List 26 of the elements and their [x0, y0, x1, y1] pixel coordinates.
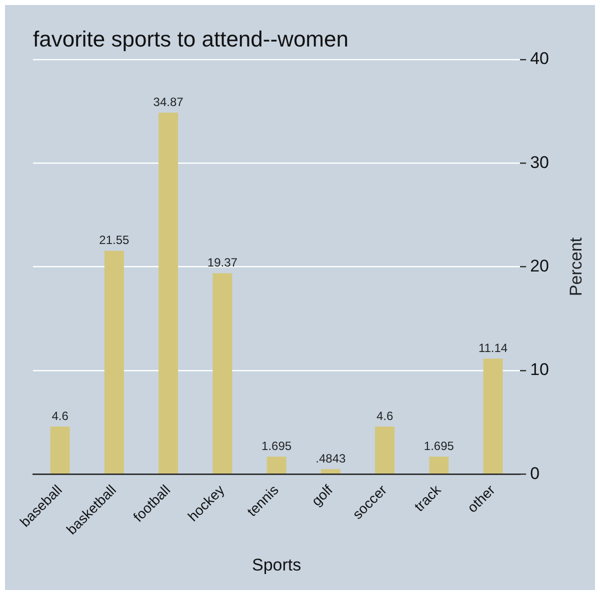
y-axis-title: Percent [566, 237, 586, 296]
data-label: 11.14 [478, 340, 508, 355]
y-tick-label: 20 [530, 256, 550, 276]
data-label: 19.37 [207, 256, 238, 270]
bar [320, 469, 340, 474]
y-tick-label: 10 [530, 360, 550, 380]
bar [375, 426, 395, 474]
data-label: 34.87 [153, 94, 184, 109]
data-label: 1.695 [424, 438, 454, 453]
bar [266, 456, 286, 474]
bar [158, 112, 178, 474]
data-label: 1.695 [262, 438, 292, 453]
chart-title: favorite sports to attend--women [33, 26, 348, 52]
data-label: .4843 [316, 451, 346, 466]
bar [429, 456, 449, 474]
y-tick-label: 0 [530, 464, 540, 483]
bar [50, 426, 70, 474]
data-label: 4.6 [52, 408, 69, 423]
bar [483, 358, 503, 474]
x-axis-title: Sports [252, 555, 302, 574]
data-label: 21.55 [99, 233, 130, 248]
data-label: 4.6 [376, 408, 394, 423]
bar [212, 273, 232, 474]
y-tick-label: 40 [530, 49, 550, 68]
bar [104, 250, 124, 474]
y-tick-label: 30 [530, 152, 550, 172]
